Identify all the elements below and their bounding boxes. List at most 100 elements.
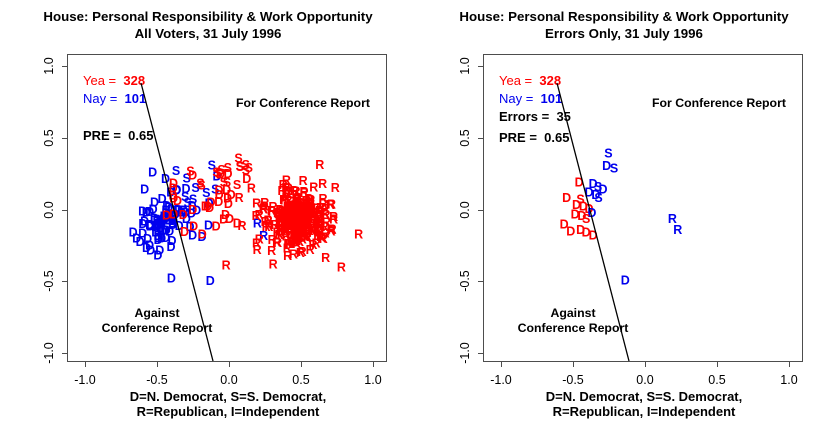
svg-text:R: R [321,227,330,241]
svg-text:R: R [315,206,324,220]
svg-text:R: R [289,227,298,241]
svg-text:D: D [212,219,221,233]
svg-text:R: R [279,193,288,207]
svg-text:R: R [312,237,321,251]
svg-text:D: D [164,209,173,223]
svg-text:R: R [296,212,305,226]
svg-text:R: R [277,228,286,242]
svg-text:R: R [288,205,297,219]
svg-text:R: R [297,221,306,235]
svg-text:R: R [286,222,295,236]
svg-text:D: D [175,219,184,233]
svg-text:D: D [158,192,167,206]
svg-text:D: D [188,203,197,217]
svg-text:R: R [252,197,261,211]
svg-text:R: R [318,192,327,206]
svg-text:R: R [291,204,300,218]
svg-text:D: D [145,205,154,219]
svg-text:R: R [305,224,314,238]
svg-text:D: D [598,183,607,197]
svg-text:R: R [304,192,313,206]
svg-text:R: R [306,205,315,219]
svg-text:R: R [279,178,288,192]
svg-text:D: D [161,231,170,245]
svg-text:D: D [154,217,163,231]
svg-text:D: D [148,166,157,180]
svg-text:R: R [280,207,289,221]
svg-text:D: D [169,182,178,196]
svg-text:R: R [314,209,323,223]
svg-text:R: R [298,245,307,259]
svg-text:D: D [180,225,189,239]
svg-text:R: R [299,220,308,234]
svg-text:D: D [602,159,611,173]
svg-text:R: R [282,216,291,230]
svg-text:D: D [571,208,580,222]
svg-text:S: S [245,161,253,175]
svg-text:D: D [169,192,178,206]
svg-text:R: R [293,233,302,247]
svg-text:R: R [292,218,301,232]
svg-text:S: S [236,160,244,174]
svg-text:R: R [277,224,286,238]
svg-text:D: D [142,206,151,220]
svg-text:R: R [253,243,262,257]
svg-text:D: D [187,207,196,221]
svg-text:R: R [290,209,299,223]
svg-text:R: R [280,207,289,221]
svg-text:D: D [216,168,225,182]
svg-text:R: R [306,193,315,207]
svg-text:S: S [196,177,204,191]
svg-text:R: R [309,180,318,194]
svg-text:R: R [322,216,331,230]
svg-text:D: D [157,217,166,231]
svg-text:R: R [268,204,277,218]
svg-text:D: D [587,206,596,220]
svg-text:R: R [304,221,313,235]
svg-text:S: S [208,158,216,172]
svg-text:R: R [283,193,292,207]
svg-text:D: D [146,219,155,233]
svg-text:R: R [285,237,294,251]
svg-text:R: R [295,210,304,224]
svg-text:R: R [302,226,311,240]
svg-text:R: R [292,218,301,232]
svg-text:S: S [184,196,192,210]
svg-text:R: R [289,248,298,262]
svg-text:D: D [206,195,215,209]
svg-text:R: R [283,206,292,220]
svg-text:R: R [281,218,290,232]
svg-text:R: R [328,223,337,237]
svg-text:D: D [198,228,207,242]
svg-text:R: R [317,232,326,246]
svg-text:D: D [591,188,600,202]
svg-text:R: R [290,219,299,233]
svg-text:D: D [167,208,176,222]
svg-text:R: R [282,174,291,188]
svg-text:D: D [171,208,180,222]
svg-text:R: R [302,221,311,235]
svg-text:R: R [320,206,329,220]
svg-text:D: D [161,172,170,186]
svg-text:R: R [263,214,272,228]
svg-text:R: R [331,181,340,195]
svg-text:D: D [621,274,630,288]
svg-text:R: R [281,217,290,231]
svg-text:R: R [302,194,311,208]
svg-text:R: R [297,213,306,227]
svg-text:R: R [290,212,299,226]
svg-text:R: R [285,212,294,226]
svg-text:R: R [293,200,302,214]
svg-text:R: R [280,194,289,208]
svg-text:R: R [290,214,299,228]
svg-text:R: R [274,207,283,221]
svg-text:R: R [285,207,294,221]
svg-text:R: R [291,221,300,235]
svg-text:R: R [252,209,261,223]
svg-text:D: D [203,200,212,214]
svg-text:R: R [293,208,302,222]
svg-text:R: R [315,225,324,239]
svg-text:R: R [298,227,307,241]
svg-text:D: D [145,238,154,252]
svg-text:R: R [298,232,307,246]
